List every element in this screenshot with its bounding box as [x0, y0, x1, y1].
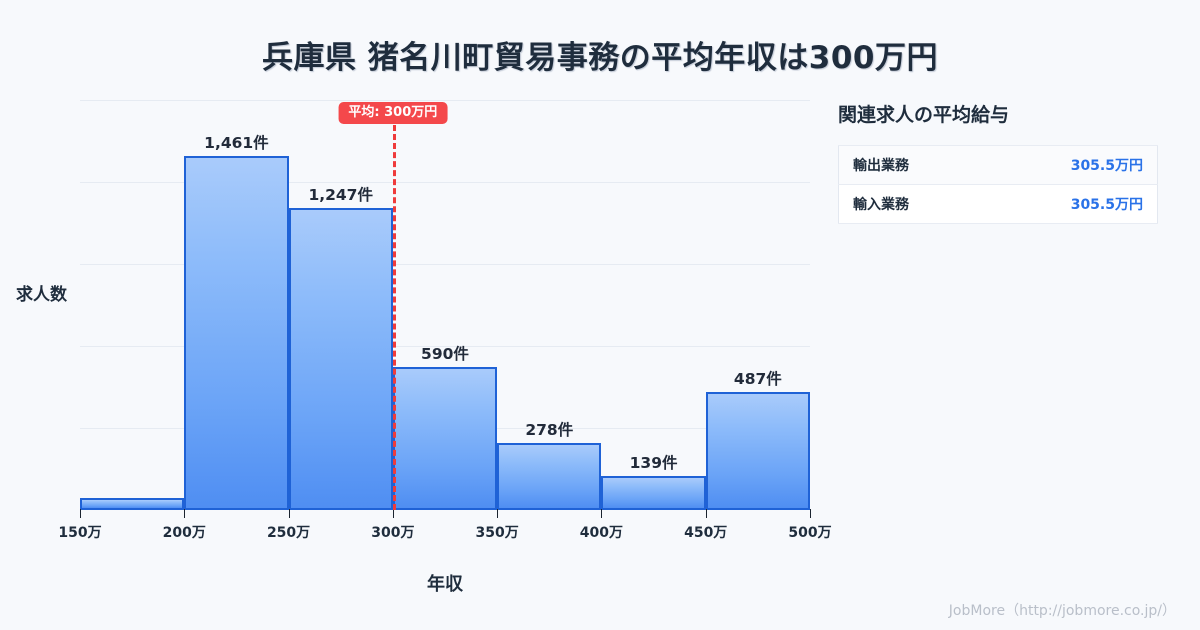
x-tick [80, 509, 81, 518]
x-tick [810, 509, 811, 518]
table-row: 輸入業務 305.5万円 [838, 184, 1158, 224]
related-salary-heading: 関連求人の平均給与 [838, 104, 1010, 126]
footer-credit: JobMore（http://jobmore.co.jp/） [948, 603, 1176, 619]
x-tick-label: 450万 [684, 525, 728, 541]
table-row: 輸出業務 305.5万円 [838, 145, 1158, 185]
x-tick [288, 509, 290, 518]
average-line [392, 125, 396, 510]
page-title: 兵庫県 猪名川町貿易事務の平均年収は300万円 [262, 40, 938, 76]
histogram-bar [705, 392, 810, 510]
gridline [80, 264, 810, 265]
gridline [80, 182, 810, 183]
bar-value-label: 139件 [629, 454, 678, 473]
histogram-bar [497, 442, 602, 510]
histogram-chart: 求人数 1,461件 1,247件 590件 278件 139件 487件 150万 200… [16, 100, 832, 595]
histogram-bar [288, 208, 393, 510]
plot-area: 1,461件 1,247件 590件 278件 139件 487件 150万 200万 250… [58, 100, 832, 541]
x-tick-label: 250万 [266, 525, 311, 541]
average-salary-cell: 305.5万円 [983, 145, 1158, 185]
x-tick [705, 509, 707, 518]
job-type-cell: 輸入業務 [838, 184, 984, 224]
x-tick-label: 350万 [475, 525, 519, 541]
average-salary-cell: 305.5万円 [983, 184, 1158, 224]
x-tick [497, 509, 499, 518]
x-tick [601, 509, 603, 518]
x-tick [392, 509, 394, 518]
bar-value-label: 278件 [525, 420, 574, 439]
related-salary-panel: 関連求人の平均給与 輸出業務 305.5万円 輸入業務 305.5万円 [838, 100, 1168, 224]
bar-value-label: 487件 [733, 370, 782, 389]
bar-value-label: 590件 [421, 345, 469, 364]
histogram-bar [392, 367, 498, 510]
x-tick-label: 200万 [162, 525, 206, 541]
histogram-bar [80, 498, 185, 510]
x-tick-label: 150万 [58, 525, 102, 541]
bar-value-label: 1,247件 [308, 186, 373, 205]
gridline [80, 346, 810, 347]
x-tick-label: 500万 [788, 525, 832, 541]
bar-value-label: 1,461件 [204, 134, 269, 153]
job-type-cell: 輸出業務 [838, 145, 984, 185]
histogram-bar [184, 156, 289, 510]
gridline [80, 100, 810, 101]
x-tick-label: 400万 [579, 525, 624, 541]
x-tick [184, 509, 186, 518]
average-badge: 平均: 300万円 [338, 102, 448, 124]
bar-series [80, 100, 810, 510]
x-axis-title: 年収 [427, 574, 463, 595]
y-axis-title: 求人数 [16, 285, 67, 305]
x-tick-label: 300万 [371, 525, 415, 541]
histogram-bar [601, 476, 706, 510]
related-salary-table: 輸出業務 305.5万円 輸入業務 305.5万円 [838, 145, 1158, 224]
